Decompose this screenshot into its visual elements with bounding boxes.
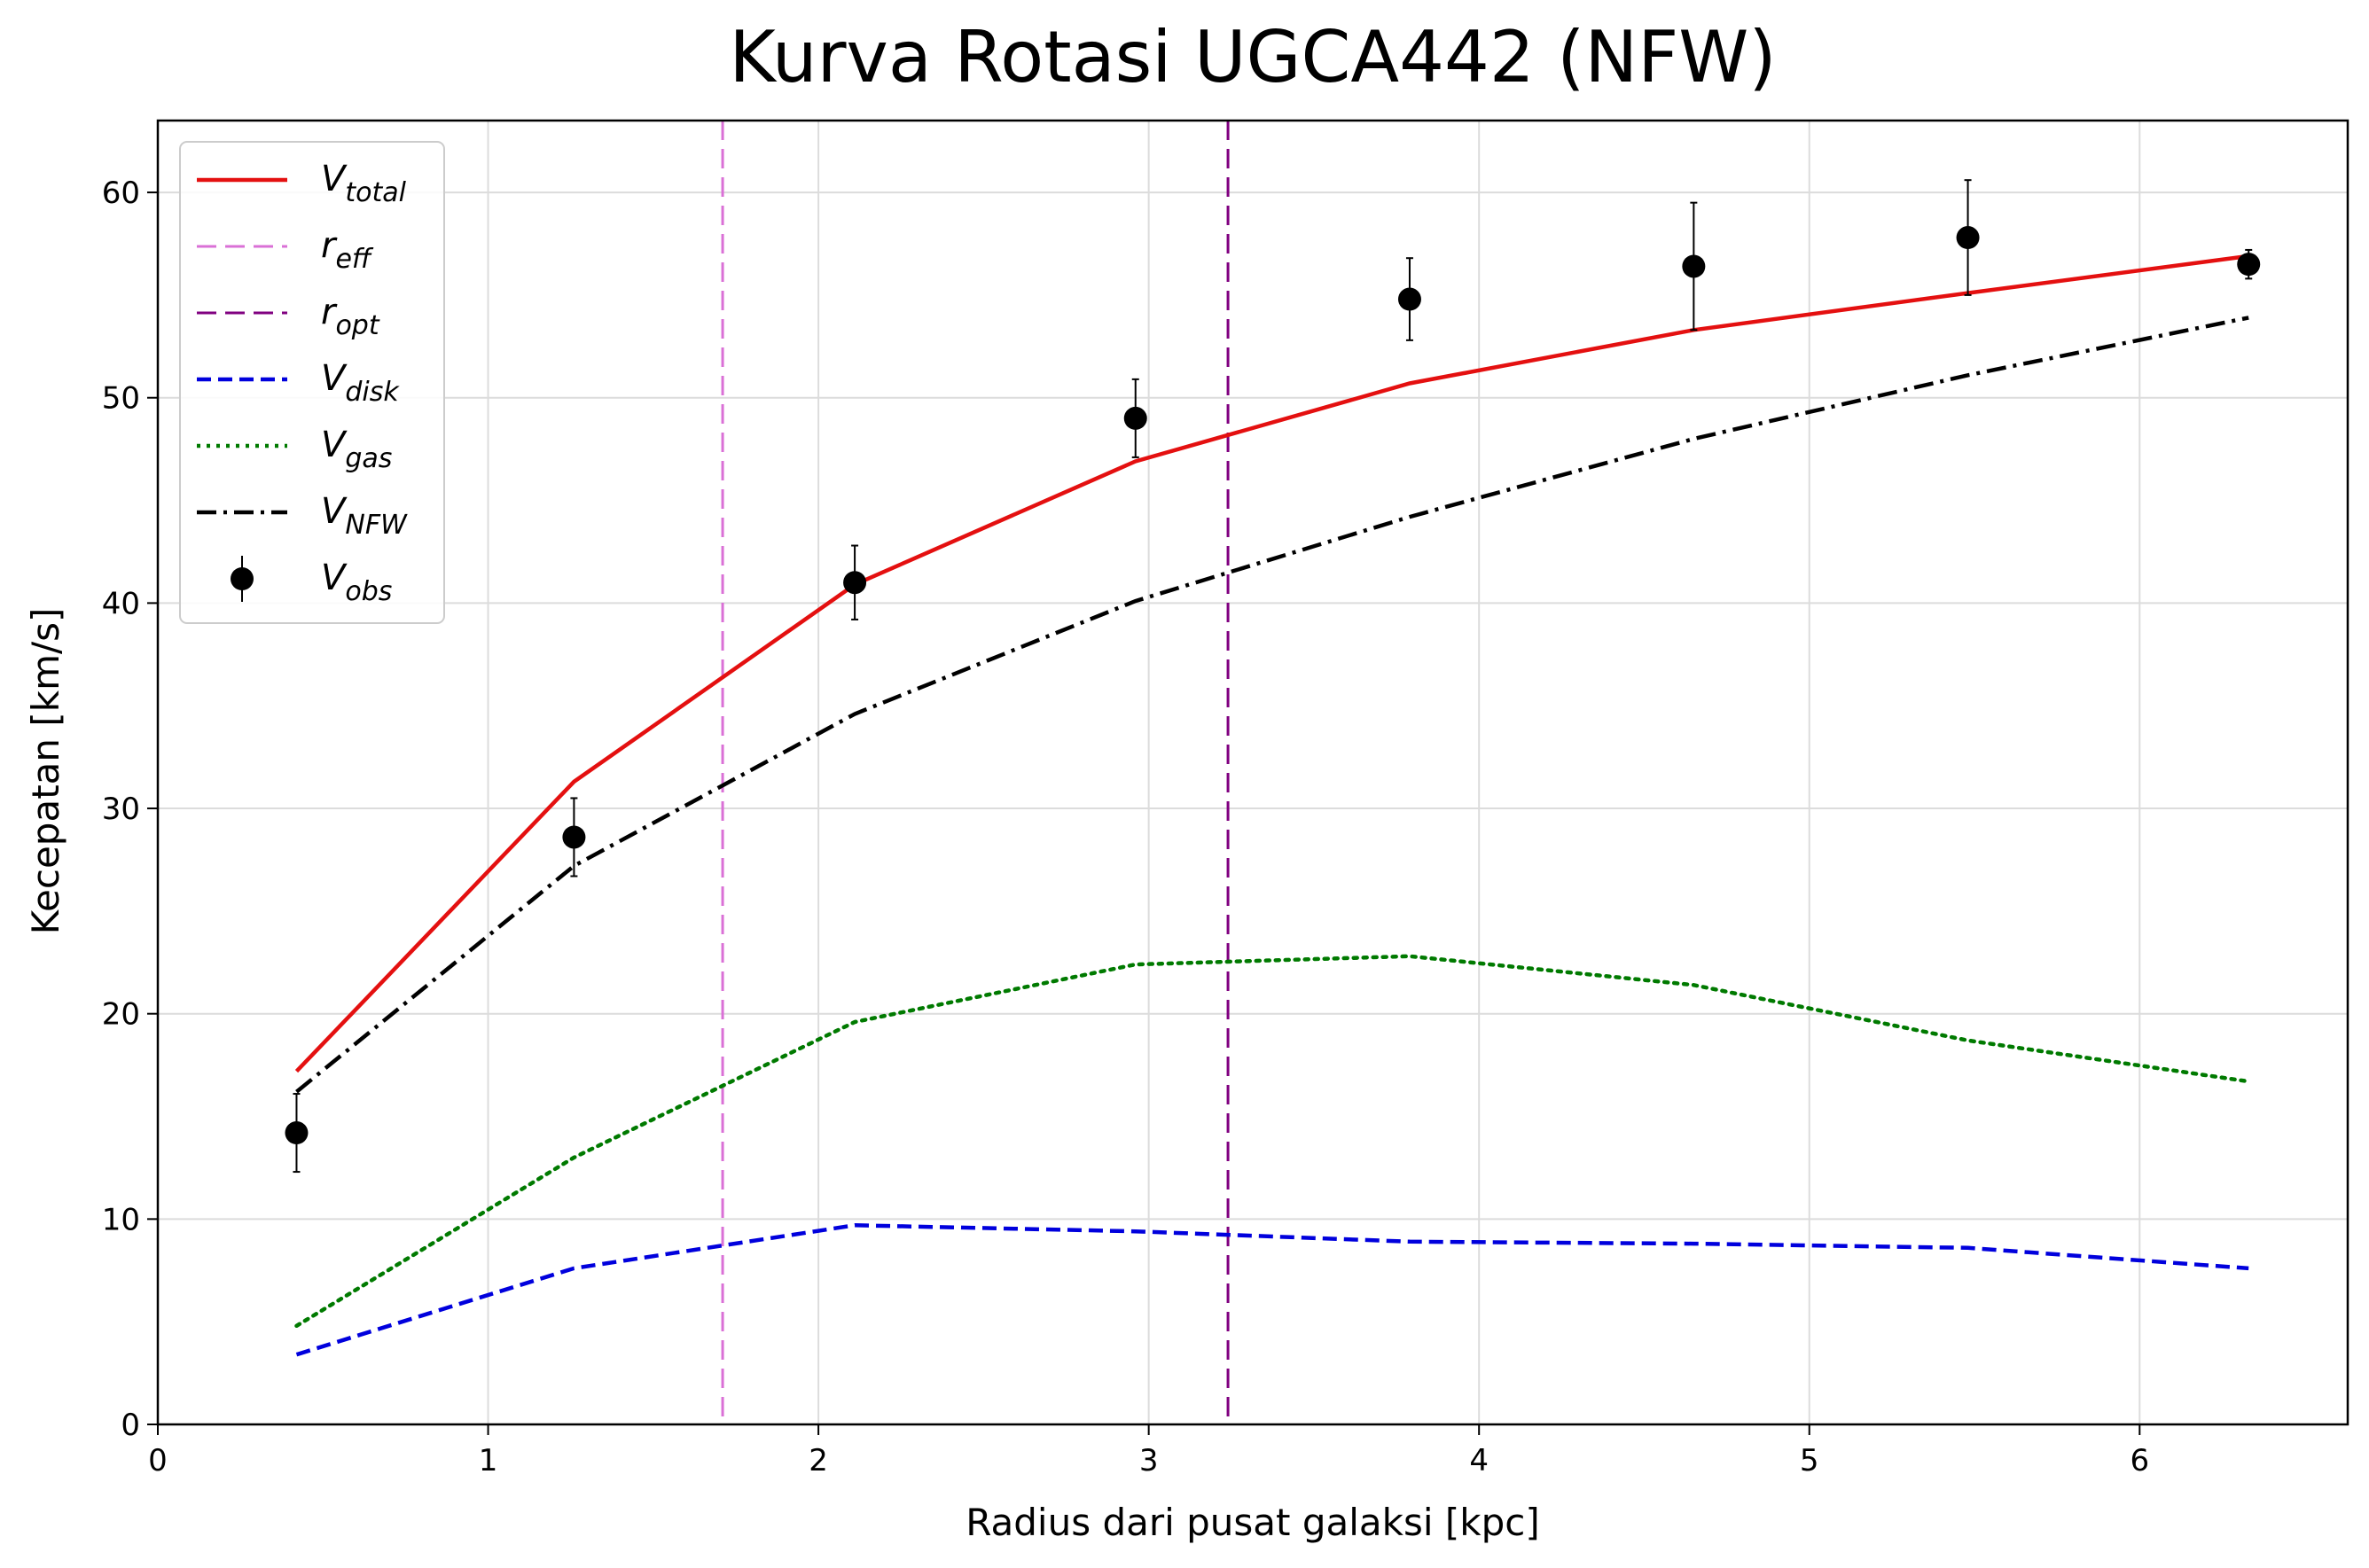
y-tick-label: 0 (121, 1408, 140, 1443)
observed-point (285, 1121, 309, 1145)
series-line-V-disk (295, 1223, 2249, 1357)
observed-point (1682, 254, 1706, 278)
x-tick-label: 6 (2130, 1443, 2149, 1478)
observed-point (562, 825, 586, 849)
observed-point (1956, 226, 1980, 250)
x-tick-label: 4 (1469, 1443, 1489, 1478)
y-tick-label: 60 (102, 176, 140, 211)
x-tick-label: 3 (1139, 1443, 1159, 1478)
observed-point (2237, 253, 2261, 277)
y-tick-label: 50 (102, 381, 140, 417)
observed-point (1397, 287, 1421, 311)
y-tick-label: 30 (102, 792, 140, 827)
observed-points (285, 179, 2261, 1174)
plot-frame (156, 119, 2349, 1426)
x-tick-label: 2 (809, 1443, 828, 1478)
legend-swatch-point (231, 567, 254, 590)
x-tick-label: 0 (148, 1443, 168, 1478)
x-axis-title: Radius dari pusat galaksi [kpc] (966, 1501, 1539, 1544)
series-line-V-total (294, 254, 2249, 1073)
observed-point (843, 571, 867, 595)
reference-lines (721, 121, 1230, 1424)
series-line-V-NFW (295, 316, 2249, 1094)
legend-label-subscript: eff (335, 244, 373, 275)
y-axis-title: Kecepatan [km/s] (24, 608, 67, 935)
y-tick-label: 10 (102, 1202, 140, 1237)
y-tick-label: 20 (102, 997, 140, 1033)
legend-label-subscript: NFW (345, 510, 408, 541)
x-tick-label: 5 (1800, 1443, 1819, 1478)
chart-title: Kurva Rotasi UGCA442 (NFW) (729, 16, 1776, 98)
series-line-V-gas (294, 954, 2251, 1329)
legend-label-subscript: disk (345, 377, 400, 408)
legend-label-subscript: total (345, 177, 406, 208)
legend-label-subscript: obs (345, 576, 392, 607)
x-tick-label: 1 (479, 1443, 498, 1478)
legend-box (179, 141, 445, 624)
y-tick-label: 40 (102, 586, 140, 621)
legend-label-subscript: gas (345, 443, 392, 474)
legend-label-subscript: opt (335, 310, 379, 341)
observed-point (1123, 406, 1147, 430)
series-lines (294, 254, 2251, 1357)
